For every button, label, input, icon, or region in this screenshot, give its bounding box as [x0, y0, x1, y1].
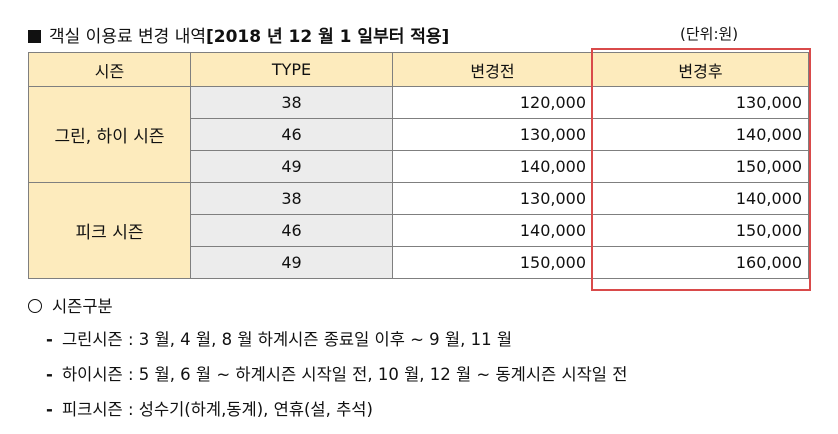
type-cell: 46: [190, 214, 393, 247]
page-title: 객실 이용료 변경 내역[2018 년 12 월 1 일부터 적용]: [28, 22, 449, 47]
type-cell: 38: [190, 182, 393, 215]
note-text: 그린시즌 : 3 월, 4 월, 8 월 하계시즌 종료일 이후 ~ 9 월, …: [62, 330, 513, 349]
table-header-row: 시즌 TYPE 변경전 변경후: [28, 52, 809, 87]
after-cell: 150,000: [592, 150, 809, 183]
table-row: 피크 시즌 38 130,000 140,000: [28, 182, 809, 279]
after-cell: 150,000: [592, 214, 809, 247]
title-date: [2018 년 12 월 1 일부터 적용]: [205, 27, 450, 47]
season-notes: 시즌구분 - 그린시즌 : 3 월, 4 월, 8 월 하계시즌 종료일 이후 ~…: [28, 292, 828, 427]
before-cell: 130,000: [392, 182, 593, 215]
before-cell: 130,000: [392, 118, 593, 151]
before-cell: 140,000: [392, 150, 593, 183]
table-row: 49 140,000 150,000: [29, 150, 809, 183]
before-cell: 150,000: [392, 246, 593, 279]
season-cell-peak: 피크 시즌: [28, 182, 191, 279]
header-before: 변경전: [392, 52, 593, 87]
header-after: 변경후: [592, 52, 809, 87]
notes-heading-text: 시즌구분: [52, 297, 113, 316]
after-cell: 140,000: [592, 118, 809, 151]
after-cell: 160,000: [592, 246, 809, 279]
dash-bullet-icon: -: [46, 365, 53, 384]
dash-bullet-icon: -: [46, 400, 53, 419]
before-cell: 140,000: [392, 214, 593, 247]
note-text: 하이시즌 : 5 월, 6 월 ~ 하계시즌 시작일 전, 10 월, 12 월…: [62, 365, 628, 384]
list-item: - 피크시즌 : 성수기(하계,동계), 연휴(설, 추석): [28, 392, 828, 427]
before-cell: 120,000: [392, 86, 593, 119]
list-item: - 그린시즌 : 3 월, 4 월, 8 월 하계시즌 종료일 이후 ~ 9 월,…: [28, 322, 828, 357]
unit-label: (단위:원): [680, 25, 739, 43]
list-item: - 하이시즌 : 5 월, 6 월 ~ 하계시즌 시작일 전, 10 월, 12 …: [28, 357, 828, 392]
title-row: 객실 이용료 변경 내역[2018 년 12 월 1 일부터 적용] (단위:원…: [28, 18, 818, 48]
type-cell: 49: [190, 150, 393, 183]
notes-heading: 시즌구분: [28, 292, 828, 322]
header-season: 시즌: [28, 52, 191, 87]
after-cell: 130,000: [592, 86, 809, 119]
type-cell: 38: [190, 86, 393, 119]
season-cell-green-high: 그린, 하이 시즌: [28, 86, 191, 183]
type-cell: 46: [190, 118, 393, 151]
title-prefix: 객실 이용료 변경 내역: [49, 27, 206, 47]
note-text: 피크시즌 : 성수기(하계,동계), 연휴(설, 추석): [62, 400, 373, 419]
table-row: 46 140,000 150,000: [29, 214, 809, 247]
circle-bullet-icon: [28, 299, 42, 313]
after-cell: 140,000: [592, 182, 809, 215]
dash-bullet-icon: -: [46, 330, 53, 349]
table-row: 그린, 하이 시즌 38 120,000 130,000: [28, 86, 809, 183]
header-type: TYPE: [190, 52, 393, 87]
rate-table: 시즌 TYPE 변경전 변경후 그린, 하이 시즌 38 120,000 130…: [28, 52, 809, 279]
square-bullet-icon: [28, 30, 41, 43]
type-cell: 49: [190, 246, 393, 279]
table-row: 49 150,000 160,000: [29, 246, 809, 279]
